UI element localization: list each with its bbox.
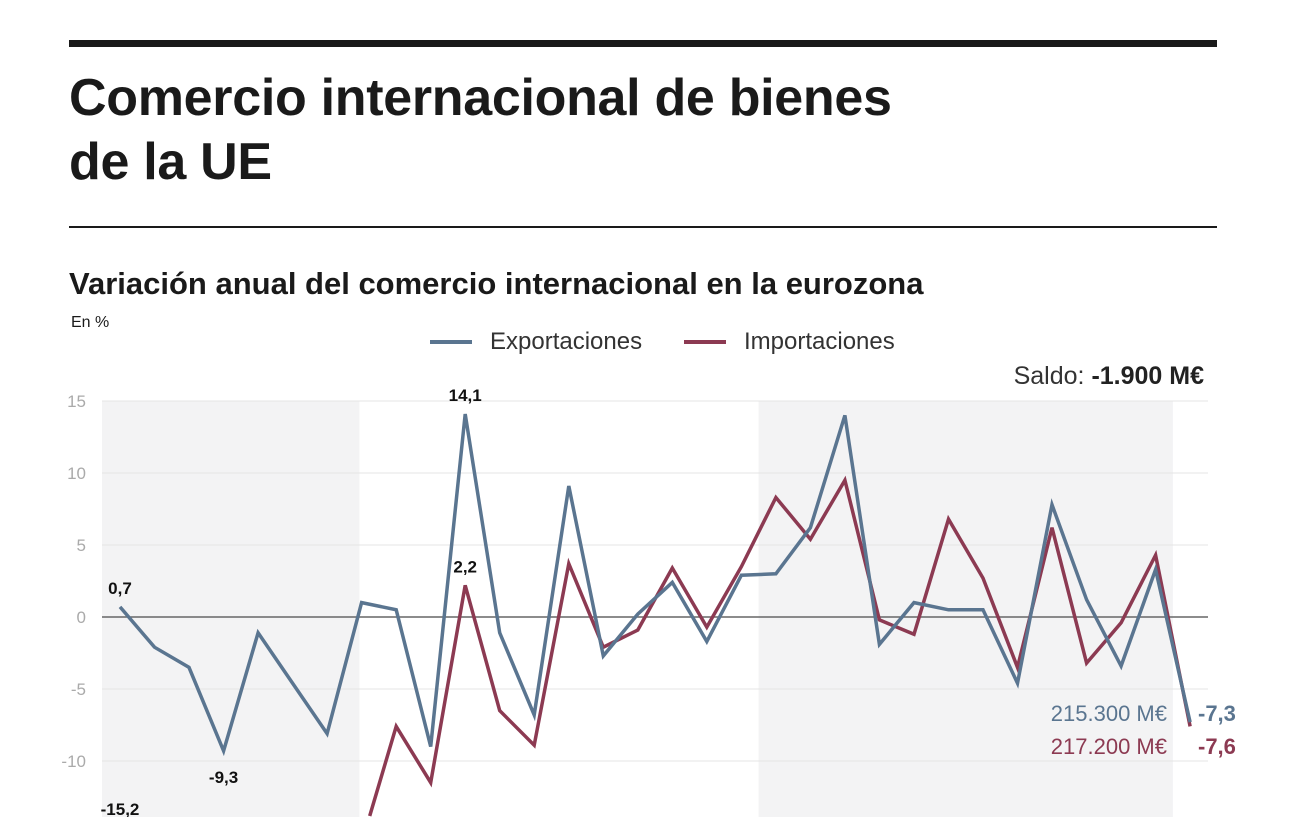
saldo-value: -1.900 M€ (1091, 362, 1204, 390)
data-label: 0,7 (108, 579, 132, 598)
legend-label-imports: Importaciones (744, 328, 895, 355)
y-tick-label: -10 (61, 752, 86, 771)
data-label: -15,2 (101, 800, 140, 817)
legend-imports: Importaciones (684, 328, 895, 356)
legend-exports: Exportaciones (430, 328, 642, 356)
y-axis-unit: En % (71, 314, 110, 331)
y-tick-label: 0 (77, 608, 86, 627)
title-line-1: Comercio internacional de bienes (69, 69, 892, 127)
legend-swatch-exports (430, 340, 472, 344)
shaded-band (102, 401, 360, 817)
chart-title: Variación anual del comercio internacion… (69, 266, 924, 301)
divider (69, 226, 1217, 228)
data-label: 14,1 (449, 386, 482, 405)
legend-label-exports: Exportaciones (490, 328, 643, 355)
series-line-exports (118, 413, 1192, 757)
title-line-2: de la UE (69, 133, 272, 191)
y-tick-label: -5 (71, 680, 86, 699)
top-bar (69, 40, 1217, 47)
saldo: Saldo: -1.900 M€ (1014, 362, 1204, 391)
data-label: -9,3 (209, 768, 238, 787)
page-title: Comercio internacional de bienes de la U… (69, 66, 1169, 194)
saldo-label: Saldo: (1013, 362, 1085, 390)
y-tick-label: 15 (67, 392, 86, 411)
data-label: 2,2 (453, 557, 477, 576)
legend-swatch-imports (684, 340, 726, 344)
y-tick-label: 5 (77, 536, 86, 555)
imports-amount-label: 217.200 M€ (1051, 734, 1167, 759)
imports-end-value: -7,6 (1198, 734, 1236, 759)
y-tick-label: 10 (67, 464, 86, 483)
exports-amount-label: 215.300 M€ (1051, 701, 1167, 726)
exports-end-value: -7,3 (1198, 701, 1236, 726)
